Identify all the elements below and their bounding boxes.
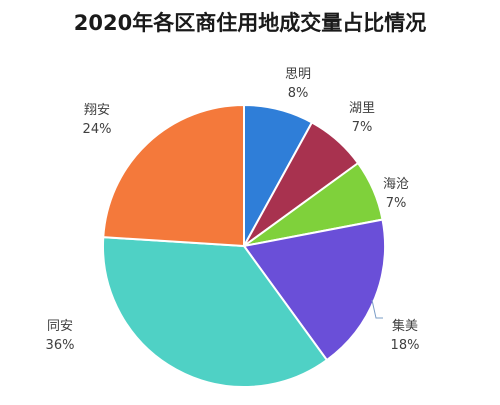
slice-name-label: 海沧 bbox=[383, 176, 409, 192]
leader-lines bbox=[371, 299, 383, 319]
pie-slice-6 bbox=[102, 103, 245, 248]
pie-slice-5 bbox=[102, 236, 329, 388]
slice-percent-label: 7% bbox=[386, 196, 407, 211]
slice-name-label: 同安 bbox=[47, 319, 73, 334]
slice-name-label: 集美 bbox=[392, 318, 418, 334]
slice-percent-label: 24% bbox=[83, 122, 112, 137]
pie-slices bbox=[102, 103, 386, 388]
chart-title: 2020年各区商住用地成交量占比情况 bbox=[74, 11, 426, 35]
leader-line bbox=[371, 299, 383, 319]
slice-name-label: 翔安 bbox=[84, 103, 110, 118]
slice-percent-label: 18% bbox=[391, 338, 420, 353]
pie-slice-4 bbox=[242, 218, 386, 362]
slice-percent-label: 8% bbox=[288, 86, 309, 101]
slice-labels: 思明 8% 湖里 7% 海沧 7% 集美 18% 同安 36% 翔安 24% bbox=[46, 67, 420, 353]
slice-name-label: 湖里 bbox=[349, 101, 375, 116]
slice-percent-label: 36% bbox=[46, 338, 75, 353]
slice-name-label: 思明 bbox=[285, 67, 311, 82]
slice-percent-label: 7% bbox=[352, 120, 373, 135]
